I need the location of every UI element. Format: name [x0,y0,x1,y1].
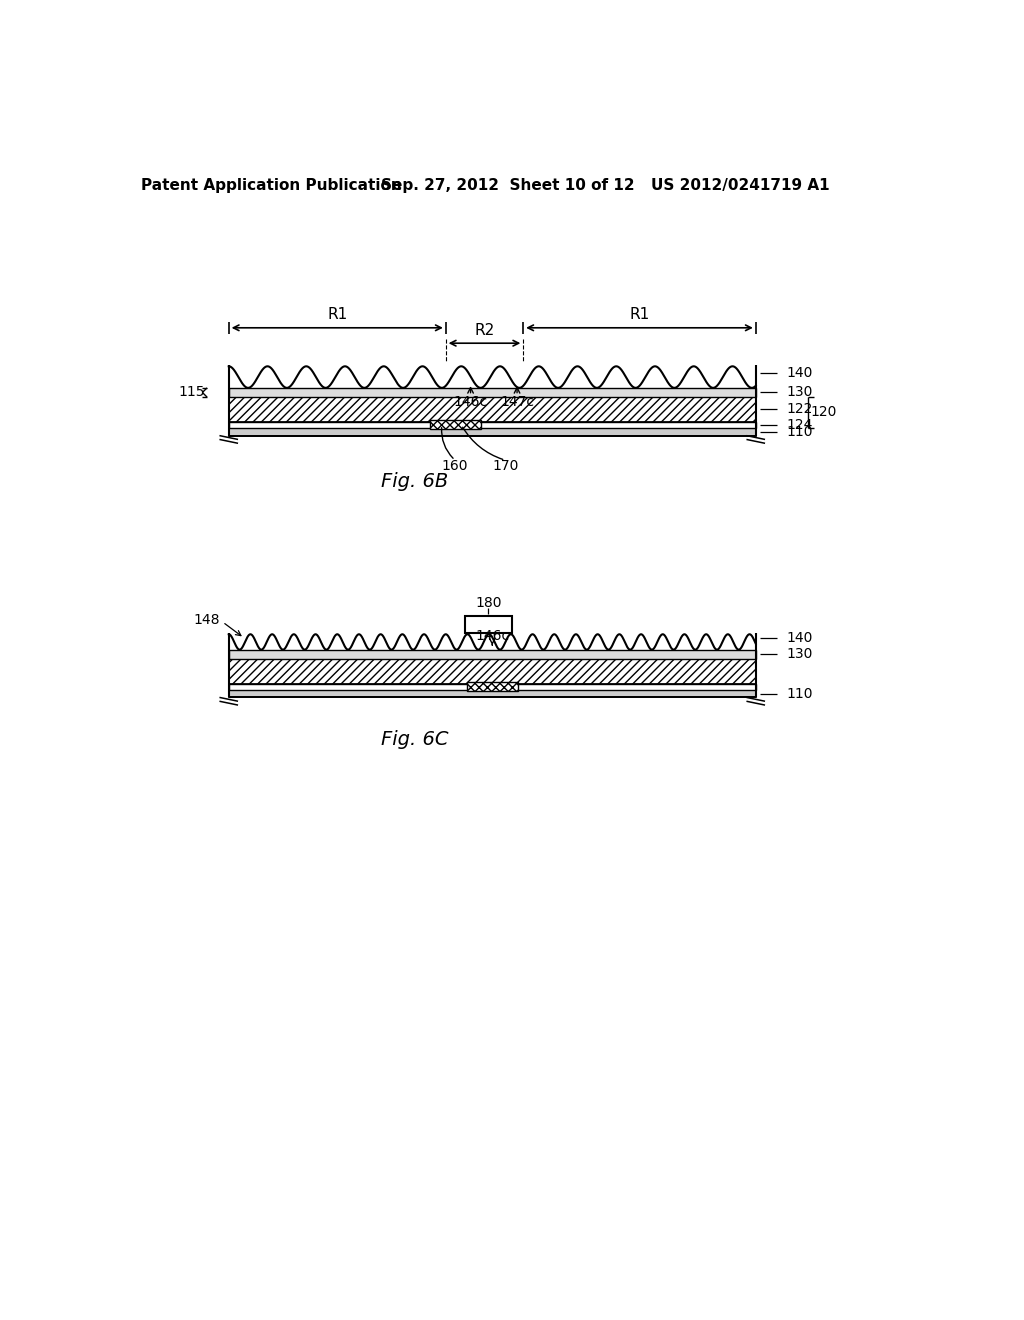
Bar [465,615,512,632]
Bar [228,428,756,436]
Text: R1: R1 [630,308,649,322]
Bar [228,422,756,428]
Text: Patent Application Publication: Patent Application Publication [141,178,401,193]
Text: 160: 160 [441,459,468,474]
Text: R2: R2 [474,323,495,338]
Text: 110: 110 [786,425,813,438]
Text: 180: 180 [475,597,502,610]
Text: Fig. 6B: Fig. 6B [381,473,449,491]
Text: R1: R1 [327,308,347,322]
Text: 124: 124 [786,418,813,432]
Bar [228,684,756,689]
Text: 122: 122 [786,403,813,416]
Bar [228,397,756,422]
Text: US 2012/0241719 A1: US 2012/0241719 A1 [651,178,829,193]
Text: 146c: 146c [475,628,509,643]
Text: 147c: 147c [500,395,535,409]
Text: 115: 115 [178,385,205,400]
Text: 140: 140 [786,366,813,380]
Bar [467,682,518,692]
Text: 170: 170 [493,459,518,474]
Bar [228,388,756,397]
Text: Sep. 27, 2012  Sheet 10 of 12: Sep. 27, 2012 Sheet 10 of 12 [381,178,635,193]
Text: 120: 120 [811,405,838,420]
Bar [228,659,756,684]
Text: 140: 140 [786,631,813,645]
Bar [430,420,480,429]
Bar [228,689,756,697]
Bar [228,649,756,659]
Text: 130: 130 [786,647,813,661]
Text: 148: 148 [193,614,219,627]
Text: 110: 110 [786,686,813,701]
Text: 130: 130 [786,385,813,400]
Text: Fig. 6C: Fig. 6C [381,730,449,750]
Text: 146c: 146c [454,395,487,409]
